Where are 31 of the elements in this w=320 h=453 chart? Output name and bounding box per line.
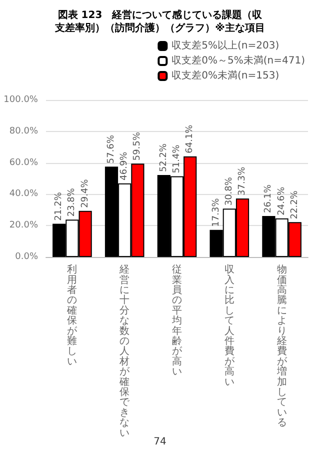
category-label: 利用者の確保が難しい (67, 264, 78, 368)
data-label: 64.1% (185, 124, 196, 154)
y-tick-label: 80.0% (9, 126, 38, 136)
legend-label: 収支差0%～5%未満(n=471) (172, 54, 306, 66)
y-tick-label: 0.0% (15, 252, 38, 262)
data-label: 30.8% (224, 176, 234, 206)
data-label: 22.2% (290, 190, 300, 220)
category-label: 収入に比して人件費が高い (224, 264, 234, 388)
legend-label: 収支差0%未満(n=153) (172, 70, 280, 82)
y-tick-label: 60.0% (9, 158, 38, 168)
data-label: 51.4% (172, 144, 182, 174)
y-tick-label: 20.0% (9, 220, 38, 231)
data-label: 26.1% (264, 184, 274, 214)
data-label: 57.6% (106, 134, 116, 164)
data-label: 46.9% (120, 151, 130, 180)
data-label: 17.3% (211, 198, 222, 227)
data-label: 23.8% (67, 188, 78, 217)
data-label: 21.2% (54, 192, 64, 221)
y-tick-label: 40.0% (9, 189, 38, 200)
category-label: 経営に十分な数の人材が確保できない (120, 264, 130, 439)
y-tick-label: 100.0% (4, 95, 38, 105)
text: 74 (154, 436, 166, 448)
data-label: 52.2% (158, 143, 169, 172)
data-label: 24.6% (276, 186, 287, 216)
chart-title: 図表 123 経営について感じている課題（収支差率別）（訪問介護）（グラフ）※主な項目 (54, 9, 265, 34)
category-label: 物価高騰により経費が増加している (276, 264, 287, 429)
category-label: 従業員の平均年齢が高い (172, 264, 182, 378)
legend-label: 収支差5%以上(n=203) (172, 40, 280, 52)
data-label: 29.4% (80, 178, 90, 208)
data-label: 37.3% (238, 166, 248, 196)
data-label: 59.5% (132, 132, 143, 161)
